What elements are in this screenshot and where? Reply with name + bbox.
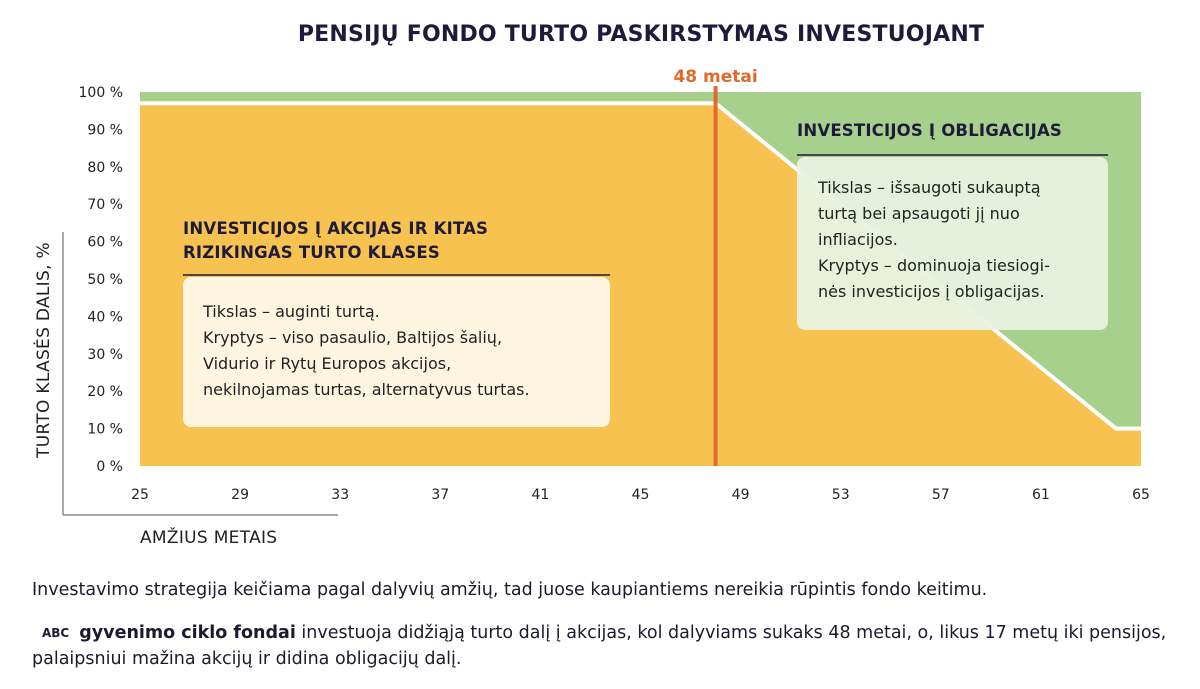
x-tick-label: 45 — [632, 487, 650, 503]
x-tick-label: 41 — [531, 487, 549, 503]
y-tick-label: 70 % — [87, 197, 123, 213]
allocation-chart: 0 % 10 % 20 % 30 % 40 % 50 % 60 % 70 % 80 % 90 % 1… — [33, 67, 1150, 548]
y-tick-label: 20 % — [87, 384, 123, 400]
bond-info-line: nės investicijos į obligacijas. — [818, 282, 1045, 301]
bond-info-line: turtą bei apsaugoti jį nuo — [818, 204, 1020, 223]
brand-name: gyvenimo ciklo fondai — [79, 623, 296, 643]
y-tick-label: 100 % — [79, 85, 123, 101]
stock-info-line: Vidurio ir Rytų Europos akcijos, — [203, 354, 451, 373]
bond-region-title: INVESTICIJOS Į OBLIGACIJAS — [797, 121, 1062, 140]
y-tick-label: 90 % — [87, 122, 123, 138]
age-48-label: 48 metai — [673, 67, 757, 87]
x-tick-label: 29 — [231, 487, 249, 503]
x-axis-title: AMŽIUS METAIS — [140, 526, 277, 548]
y-tick-label: 50 % — [87, 272, 123, 288]
stock-info-box — [183, 277, 610, 427]
x-tick-label: 25 — [131, 487, 149, 503]
note-lifecycle-text: investuoja didžiąją turto dalį į akcijas… — [32, 623, 1167, 669]
x-tick-label: 57 — [932, 487, 950, 503]
y-tick-label: 80 % — [87, 160, 123, 176]
x-tick-label: 49 — [732, 487, 750, 503]
bond-info-box — [797, 157, 1108, 330]
x-tick-label: 37 — [431, 487, 449, 503]
y-axis-title: TURTO KLASĖS DALIS, % — [33, 242, 54, 459]
y-tick-label: 10 % — [87, 422, 123, 438]
y-tick-label: 30 % — [87, 347, 123, 363]
y-tick-label: 0 % — [96, 459, 123, 475]
bond-info-line: Tikslas – išsaugoti sukauptą — [817, 178, 1041, 197]
note-lifecycle: ABC gyvenimo ciklo fondai investuoja didž… — [32, 620, 1172, 672]
chart-title: PENSIJŲ FONDO TURTO PASKIRSTYMAS INVESTU… — [297, 22, 985, 47]
bond-info-line: Kryptys – dominuoja tiesiogi- — [818, 256, 1050, 275]
x-tick-label: 65 — [1132, 487, 1150, 503]
x-tick-label: 53 — [832, 487, 850, 503]
y-tick-label: 40 % — [87, 309, 123, 325]
stock-info-line: Kryptys – viso pasaulio, Baltijos šalių, — [203, 328, 502, 347]
stock-info-line: Tikslas – auginti turtą. — [202, 302, 380, 321]
y-tick-label: 60 % — [87, 235, 123, 251]
stock-region-title: INVESTICIJOS Į AKCIJAS IR KITAS — [183, 219, 488, 238]
bond-info-line: infliacijos. — [818, 230, 898, 249]
x-tick-label: 33 — [331, 487, 349, 503]
stock-region-title: RIZIKINGAS TURTO KLASES — [183, 243, 440, 262]
note-strategy: Investavimo strategija keičiama pagal da… — [32, 580, 988, 600]
abc-logo: ABC — [42, 626, 70, 640]
stock-info-line: nekilnojamas turtas, alternatyvus turtas… — [203, 380, 530, 399]
x-tick-label: 61 — [1032, 487, 1050, 503]
